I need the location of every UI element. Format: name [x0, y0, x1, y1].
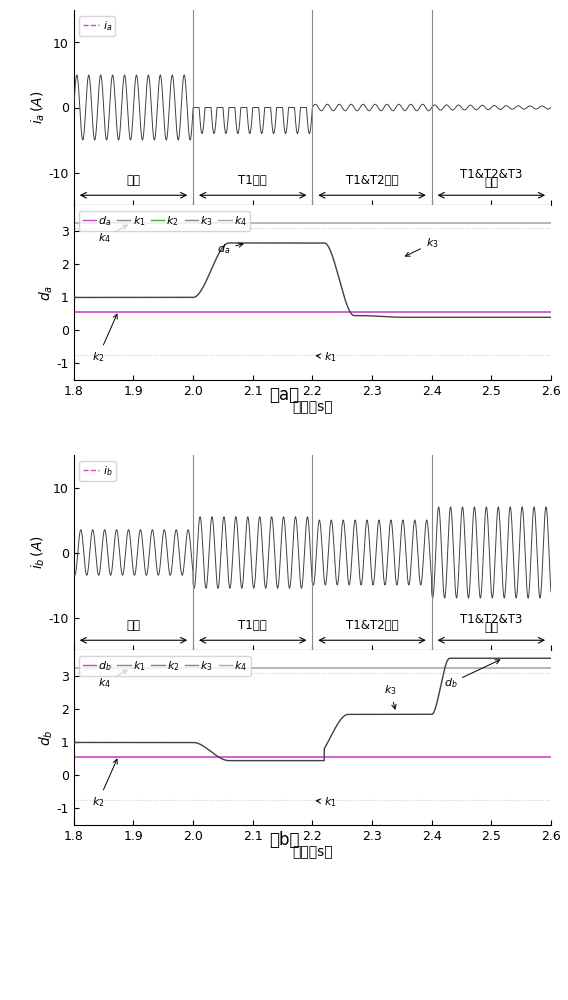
- Text: （a）: （a）: [269, 386, 299, 404]
- Text: T1&T2&T3: T1&T2&T3: [460, 613, 523, 626]
- Text: $k_3$: $k_3$: [384, 683, 396, 709]
- Text: $k_2$: $k_2$: [92, 314, 117, 364]
- Legend: $d_b$, $k_1$, $k_2$, $k_3$, $k_4$: $d_b$, $k_1$, $k_2$, $k_3$, $k_4$: [80, 656, 250, 676]
- X-axis label: 时间（s）: 时间（s）: [292, 846, 333, 860]
- Y-axis label: $d_a$: $d_a$: [38, 284, 55, 301]
- Text: $k_1$: $k_1$: [316, 795, 337, 809]
- Text: $k_2$: $k_2$: [92, 759, 117, 809]
- Legend: $d_a$, $k_1$, $k_2$, $k_3$, $k_4$: $d_a$, $k_1$, $k_2$, $k_3$, $k_4$: [80, 211, 250, 231]
- Text: T1&T2&T3: T1&T2&T3: [460, 168, 523, 181]
- Text: $k_3$: $k_3$: [406, 236, 438, 256]
- Text: T1开路: T1开路: [239, 174, 267, 187]
- Text: $k_4$: $k_4$: [98, 225, 127, 245]
- Text: $d_b$: $d_b$: [444, 660, 500, 690]
- Text: T1&T2开路: T1&T2开路: [346, 619, 398, 632]
- Text: 开路: 开路: [485, 621, 498, 634]
- Text: 开路: 开路: [485, 176, 498, 189]
- Text: $k_1$: $k_1$: [316, 350, 337, 364]
- Text: 正常: 正常: [127, 174, 140, 187]
- Text: $k_4$: $k_4$: [98, 670, 127, 690]
- Legend: $i_a$: $i_a$: [80, 16, 115, 36]
- Y-axis label: $i_b\/(A)$: $i_b\/(A)$: [30, 536, 47, 569]
- Legend: $i_b$: $i_b$: [80, 461, 116, 481]
- Text: T1开路: T1开路: [239, 619, 267, 632]
- Text: T1&T2开路: T1&T2开路: [346, 174, 398, 187]
- Text: （b）: （b）: [269, 831, 299, 849]
- Text: $d_a$: $d_a$: [217, 242, 243, 256]
- Text: 正常: 正常: [127, 619, 140, 632]
- Y-axis label: $d_b$: $d_b$: [38, 729, 55, 746]
- X-axis label: 时间（s）: 时间（s）: [292, 401, 333, 415]
- Y-axis label: $i_a\/(A)$: $i_a\/(A)$: [30, 91, 47, 124]
